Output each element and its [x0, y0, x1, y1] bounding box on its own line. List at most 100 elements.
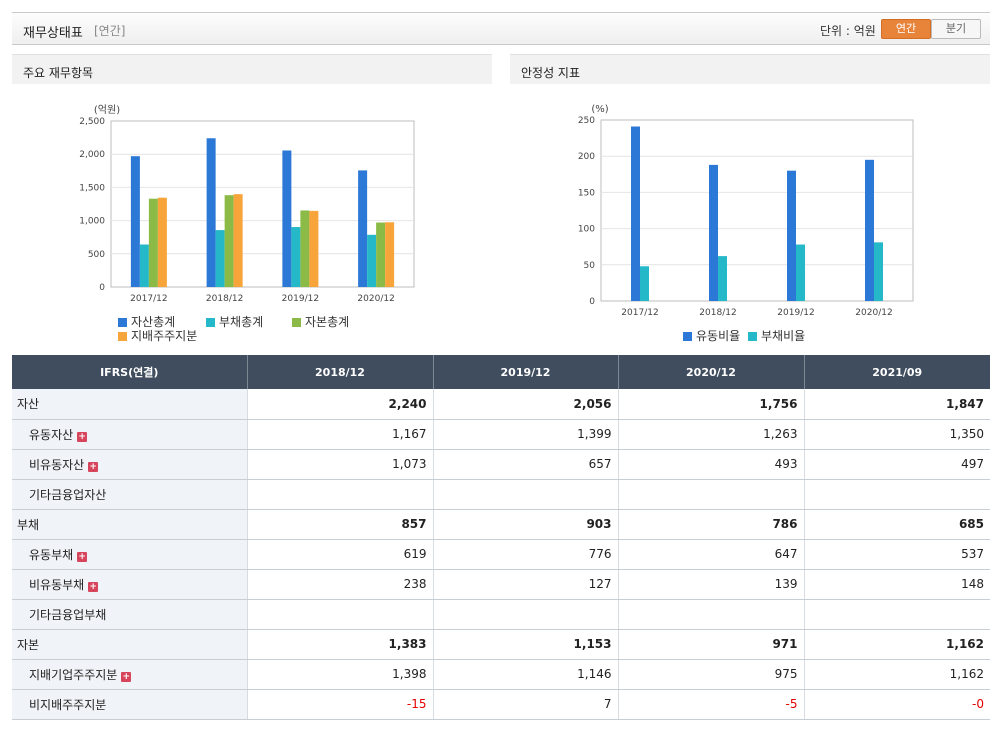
table-cell	[246, 479, 433, 510]
table-cell	[617, 599, 804, 630]
table-cell: 537	[803, 539, 990, 570]
expand-plus-icon[interactable]: +	[77, 431, 88, 442]
table-cell: 493	[617, 449, 804, 480]
plot-area	[600, 119, 914, 302]
table-cell: 685	[803, 509, 990, 540]
bar	[215, 230, 225, 287]
table-cell: 238	[246, 569, 433, 600]
bar	[796, 244, 805, 301]
x-tick-label: 2019/12	[282, 294, 319, 304]
table-cell: 148	[803, 569, 990, 600]
legend-item: 지배주주지분	[118, 327, 197, 344]
row-label: 자본	[12, 629, 247, 660]
table-cell	[432, 479, 618, 510]
expand-plus-icon[interactable]: +	[88, 461, 99, 472]
expand-plus-icon[interactable]: +	[77, 551, 88, 562]
y-tick-label: 500	[88, 250, 105, 260]
header-ifrs: IFRS(연결)	[12, 355, 247, 389]
bar	[358, 170, 368, 287]
table-cell: 2,056	[432, 389, 618, 420]
section-header: 재무상태표 [연간] 단위 : 억원 연간 분기	[12, 12, 990, 45]
legend-label: 부채총계	[219, 315, 264, 329]
x-tick-label: 2020/12	[357, 294, 394, 304]
header-period: 2021/09	[803, 355, 990, 389]
y-tick-label: 1,500	[79, 183, 105, 193]
section-title: 재무상태표	[23, 26, 83, 41]
bar	[865, 159, 874, 301]
stability-chart: 0 50 100 150 200 250(%) 2017/12 2018/12 2019/12 2…	[578, 104, 914, 318]
bar	[376, 222, 386, 287]
bar	[206, 138, 216, 287]
bar	[309, 210, 319, 287]
bar	[300, 210, 310, 287]
annual-button[interactable]: 연간	[881, 19, 931, 39]
bar	[130, 156, 140, 287]
bar	[709, 164, 718, 301]
legend-item: 부채비율	[748, 327, 805, 344]
table-row: 자산 2,240 2,056 1,756 1,847	[12, 389, 990, 420]
table-cell: 1,162	[803, 659, 990, 690]
x-tick-label: 2019/12	[777, 308, 814, 318]
table-cell: 1,073	[246, 449, 433, 480]
bar	[291, 227, 301, 287]
stability-panel-title: 안정성 지표	[510, 54, 990, 84]
y-tick-label: 50	[584, 261, 596, 271]
y-axis-label: (%)	[591, 104, 608, 115]
y-tick-label: 0	[99, 283, 105, 293]
table-row: 부채 857 903 786 685	[12, 509, 990, 540]
legend-item: 자산총계	[118, 313, 175, 330]
table-cell: -0	[803, 689, 990, 720]
period-tag: [연간]	[94, 24, 126, 38]
table-row: 유동부채 +619 776 647 537	[12, 539, 990, 570]
header-period: 2020/12	[617, 355, 804, 389]
balance-sheet-table: IFRS(연결) 2018/12 2019/12 2020/12 2021/09…	[12, 355, 990, 720]
legend-label: 자본총계	[305, 315, 350, 329]
table-cell: 1,399	[432, 419, 618, 450]
table-row: 비지배주주지분 -15 7 -5 -0	[12, 689, 990, 720]
row-label: 지배기업주주지분 +	[12, 659, 247, 690]
row-label: 기타금융업부채	[12, 599, 247, 630]
table-cell: 1,162	[803, 629, 990, 660]
unit-label: 단위 : 억원	[820, 24, 876, 38]
table-cell	[803, 599, 990, 630]
table-cell: 971	[617, 629, 804, 660]
quarter-button[interactable]: 분기	[931, 19, 981, 39]
legend-label: 부채비율	[761, 329, 806, 343]
financial-items-panel-title: 주요 재무항목	[12, 54, 492, 84]
table-cell: 903	[432, 509, 618, 540]
table-cell	[803, 479, 990, 510]
table-cell: 657	[432, 449, 618, 480]
stability-legend: 유동비율 부채비율	[683, 327, 883, 343]
table-cell: 647	[617, 539, 804, 570]
legend-label: 자산총계	[131, 315, 176, 329]
x-tick-label: 2017/12	[130, 294, 167, 304]
legend-swatch	[118, 332, 127, 341]
x-tick-label: 2018/12	[206, 294, 243, 304]
bar	[640, 266, 649, 301]
legend-swatch	[118, 318, 127, 327]
bar	[874, 242, 883, 301]
legend-item: 유동비율	[683, 327, 740, 344]
table-row: 자본 1,383 1,153 971 1,162	[12, 629, 990, 660]
table-cell: -15	[246, 689, 433, 720]
table-cell: 776	[432, 539, 618, 570]
table-cell: 497	[803, 449, 990, 480]
row-label: 기타금융업자산	[12, 479, 247, 510]
x-tick-label: 2020/12	[855, 308, 892, 318]
y-tick-label: 2,500	[79, 117, 105, 127]
table-row: 비유동부채 +238 127 139 148	[12, 569, 990, 600]
expand-plus-icon[interactable]: +	[88, 581, 99, 592]
table-cell	[246, 599, 433, 630]
expand-plus-icon[interactable]: +	[121, 671, 132, 682]
bar	[367, 234, 377, 287]
x-tick-label: 2018/12	[699, 308, 736, 318]
bar	[718, 256, 727, 301]
table-cell: 2,240	[246, 389, 433, 420]
bar	[282, 150, 292, 287]
table-cell: 7	[432, 689, 618, 720]
row-label: 부채	[12, 509, 247, 540]
bar	[157, 197, 167, 287]
bar	[148, 198, 158, 287]
row-label: 자산	[12, 389, 247, 420]
table-cell: 619	[246, 539, 433, 570]
